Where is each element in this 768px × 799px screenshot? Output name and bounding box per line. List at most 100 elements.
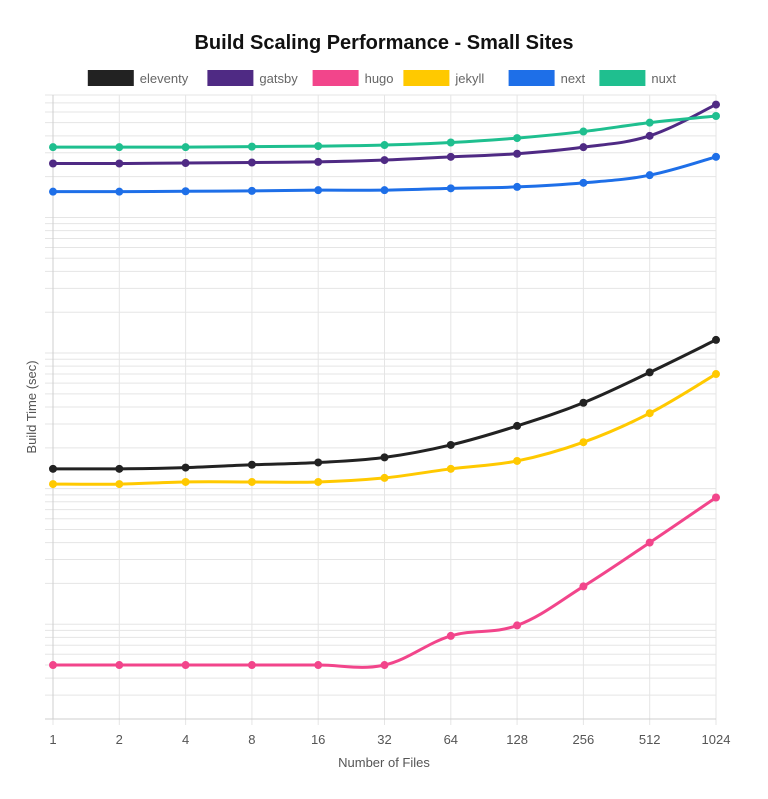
x-axis-title: Number of Files	[338, 755, 430, 770]
legend-label: jekyll	[454, 71, 484, 86]
data-point-jekyll	[247, 477, 256, 486]
legend-item-gatsby[interactable]: gatsby	[207, 70, 298, 86]
x-tick-label: 8	[248, 732, 255, 747]
series-hugo	[49, 493, 720, 670]
data-point-eleventy	[314, 458, 323, 467]
data-point-eleventy	[712, 335, 720, 344]
data-point-gatsby	[181, 159, 190, 168]
data-point-next	[247, 186, 256, 195]
data-point-hugo	[513, 621, 522, 630]
x-tick-label: 32	[377, 732, 391, 747]
data-point-hugo	[446, 631, 455, 640]
series-eleventy	[49, 335, 720, 473]
series-layer	[49, 100, 720, 670]
data-point-eleventy	[513, 421, 522, 430]
data-point-nuxt	[380, 141, 389, 150]
x-tick-label: 512	[639, 732, 661, 747]
data-point-jekyll	[49, 480, 57, 489]
data-point-jekyll	[380, 473, 389, 482]
data-point-eleventy	[446, 440, 455, 449]
legend-swatch	[207, 70, 254, 86]
data-point-jekyll	[314, 477, 323, 486]
legend-label: next	[561, 71, 586, 86]
data-point-hugo	[645, 538, 654, 547]
x-tick-label: 2	[116, 732, 123, 747]
x-tick-label: 64	[444, 732, 458, 747]
data-point-gatsby	[380, 156, 389, 165]
legend-item-eleventy[interactable]: eleventy	[87, 70, 189, 86]
legend-item-nuxt[interactable]: nuxt	[599, 70, 676, 86]
legend-swatch	[599, 70, 646, 86]
x-tick-label: 1	[49, 732, 56, 747]
data-point-gatsby	[579, 143, 588, 152]
data-point-hugo	[380, 661, 389, 670]
legend-label: gatsby	[259, 71, 298, 86]
data-point-hugo	[579, 582, 588, 591]
data-point-jekyll	[645, 409, 654, 418]
data-point-gatsby	[446, 152, 455, 161]
data-point-jekyll	[446, 464, 455, 473]
axis-layer: 1 2 4 8 16 32 64 128 256 512 1024	[45, 95, 730, 747]
legend-item-hugo[interactable]: hugo	[312, 70, 394, 86]
data-point-gatsby	[247, 158, 256, 167]
data-point-next	[645, 171, 654, 180]
data-point-jekyll	[115, 480, 124, 489]
data-point-jekyll	[579, 438, 588, 447]
series-jekyll	[49, 370, 720, 489]
data-point-jekyll	[712, 370, 720, 379]
x-tick-label: 16	[311, 732, 325, 747]
data-point-nuxt	[712, 112, 720, 121]
data-point-jekyll	[513, 456, 522, 465]
data-point-eleventy	[247, 460, 256, 469]
data-point-next	[579, 178, 588, 187]
data-point-eleventy	[380, 453, 389, 462]
data-point-gatsby	[645, 131, 654, 140]
data-point-hugo	[314, 661, 323, 670]
legend-swatch	[312, 70, 359, 86]
legend-item-next[interactable]: next	[508, 70, 586, 86]
legend-item-jekyll[interactable]: jekyll	[403, 70, 484, 86]
data-point-next	[513, 182, 522, 191]
data-point-next	[712, 152, 720, 161]
data-point-next	[115, 187, 124, 196]
data-point-next	[380, 186, 389, 195]
data-point-hugo	[712, 493, 720, 502]
legend-swatch	[87, 70, 134, 86]
data-point-nuxt	[513, 134, 522, 143]
chart-title: Build Scaling Performance - Small Sites	[194, 32, 573, 54]
data-point-eleventy	[645, 368, 654, 377]
legend-swatch	[403, 70, 450, 86]
legend-label: nuxt	[651, 71, 676, 86]
data-point-jekyll	[181, 477, 190, 486]
data-point-next	[446, 184, 455, 193]
data-point-nuxt	[115, 143, 124, 152]
data-point-hugo	[247, 661, 256, 670]
x-tick-label: 4	[182, 732, 189, 747]
data-point-gatsby	[314, 157, 323, 166]
data-point-eleventy	[115, 464, 124, 473]
data-point-hugo	[49, 661, 57, 670]
legend-swatch	[508, 70, 555, 86]
data-point-gatsby	[712, 100, 720, 109]
data-point-eleventy	[49, 464, 57, 473]
data-point-hugo	[115, 661, 124, 670]
data-point-gatsby	[49, 159, 57, 168]
x-tick-label: 128	[506, 732, 528, 747]
data-point-eleventy	[579, 398, 588, 407]
series-nuxt	[49, 112, 720, 152]
data-point-nuxt	[645, 118, 654, 127]
data-point-nuxt	[49, 143, 57, 152]
data-point-gatsby	[115, 159, 124, 168]
data-point-eleventy	[181, 463, 190, 472]
data-point-nuxt	[181, 143, 190, 152]
data-point-nuxt	[446, 138, 455, 147]
data-point-next	[314, 186, 323, 195]
data-point-nuxt	[579, 127, 588, 136]
x-tick-label: 1024	[702, 732, 731, 747]
data-point-next	[49, 187, 57, 196]
legend[interactable]: eleventy gatsby hugo jekyll next nuxt	[87, 70, 677, 86]
data-point-nuxt	[314, 142, 323, 151]
series-next	[49, 152, 720, 196]
